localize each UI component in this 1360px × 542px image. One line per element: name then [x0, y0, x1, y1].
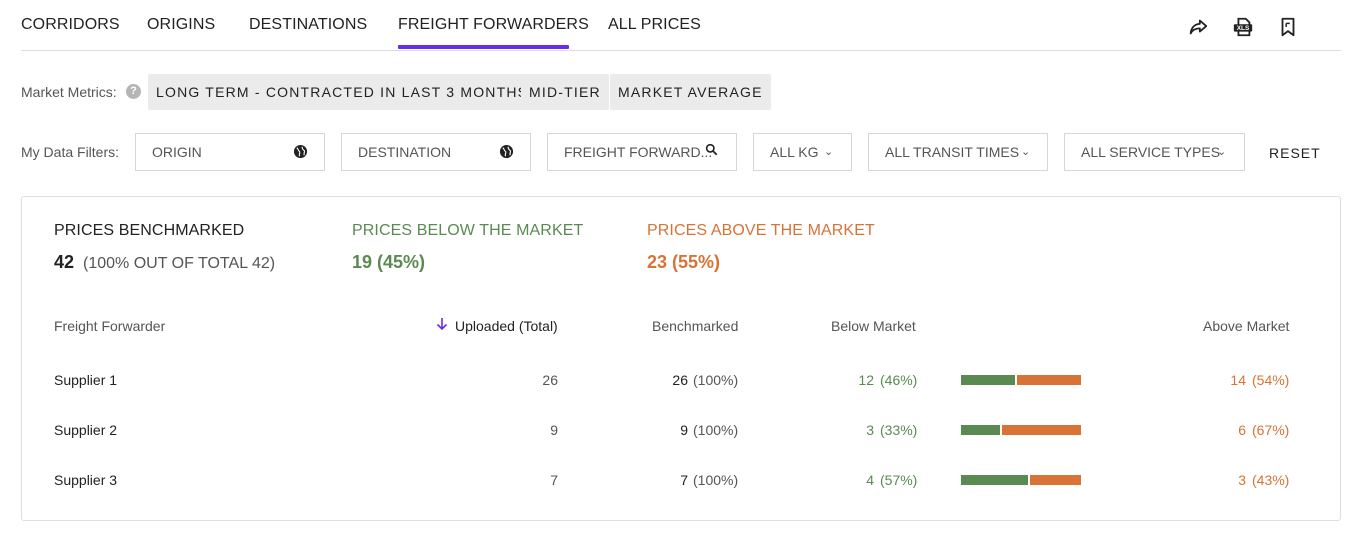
- help-icon[interactable]: ?: [126, 84, 141, 99]
- above-market-count: 3: [1238, 472, 1246, 488]
- globe-icon: [499, 144, 514, 159]
- freight-forwarder-filter[interactable]: FREIGHT FORWARD...: [547, 133, 737, 171]
- transit-time-filter-label: ALL TRANSIT TIMES: [885, 144, 1020, 160]
- forwarder-name: Supplier 1: [54, 372, 118, 388]
- benchmarked-percent: (100%): [693, 422, 739, 438]
- above-market-percent: (67%): [1252, 422, 1290, 438]
- below-market-percent: (57%): [880, 472, 918, 488]
- above-market-bar: [1030, 475, 1081, 485]
- column-header-below-market[interactable]: Below Market: [831, 318, 916, 334]
- globe-icon: [293, 144, 308, 159]
- below-market-bar: [961, 475, 1028, 485]
- bookmark-icon[interactable]: [1277, 16, 1299, 38]
- chevron-down-icon: ⌄: [1217, 146, 1227, 158]
- prices-below-title: PRICES BELOW THE MARKET: [352, 222, 584, 239]
- benchmark-panel: PRICES BENCHMARKED 42 (100% OUT OF TOTAL…: [21, 196, 1341, 521]
- reset-button[interactable]: RESET: [1269, 145, 1321, 161]
- below-market-percent: (33%): [880, 422, 918, 438]
- market-split-bar: [961, 425, 1081, 435]
- origin-filter[interactable]: ORIGIN: [135, 133, 325, 171]
- top-tab-bar: CORRIDORS ORIGINS DESTINATIONS FREIGHT F…: [21, 0, 1341, 51]
- prices-benchmarked-sub: (100% OUT OF TOTAL 42): [83, 255, 276, 272]
- prices-benchmarked-title: PRICES BENCHMARKED: [54, 222, 245, 239]
- destination-filter[interactable]: DESTINATION: [341, 133, 531, 171]
- active-tab-indicator: [398, 45, 569, 49]
- column-header-benchmarked[interactable]: Benchmarked: [652, 318, 739, 334]
- weight-filter[interactable]: ALL KG ⌄: [753, 133, 852, 171]
- service-type-filter-label: ALL SERVICE TYPES: [1081, 144, 1221, 160]
- prices-above-title: PRICES ABOVE THE MARKET: [647, 222, 875, 239]
- column-header-uploaded[interactable]: Uploaded (Total): [455, 318, 558, 334]
- destination-filter-label: DESTINATION: [358, 144, 452, 160]
- above-market-bar: [1002, 425, 1081, 435]
- forwarder-name: Supplier 3: [54, 472, 118, 488]
- data-filters-label: My Data Filters:: [21, 144, 120, 160]
- share-icon[interactable]: [1187, 16, 1209, 38]
- above-market-count: 6: [1238, 422, 1246, 438]
- freight-forwarder-filter-label: FREIGHT FORWARD...: [564, 144, 713, 160]
- table-row[interactable]: Supplier 1 26 26 (100%) 12 (46%) 14 (54%…: [22, 370, 1340, 410]
- below-market-count: 3: [866, 422, 874, 438]
- benchmarked-count: 7: [680, 472, 688, 488]
- service-type-filter[interactable]: ALL SERVICE TYPES ⌄: [1064, 133, 1245, 171]
- column-header-above-market[interactable]: Above Market: [1203, 318, 1290, 334]
- above-market-percent: (54%): [1252, 372, 1290, 388]
- tab-all-prices[interactable]: ALL PRICES: [608, 16, 701, 33]
- prices-below-value: 19 (45%): [352, 252, 426, 272]
- chevron-down-icon: ⌄: [1021, 146, 1031, 158]
- uploaded-count: 7: [550, 472, 558, 488]
- origin-filter-label: ORIGIN: [152, 144, 202, 160]
- above-market-count: 14: [1230, 372, 1246, 388]
- above-market-percent: (43%): [1252, 472, 1290, 488]
- transit-time-filter[interactable]: ALL TRANSIT TIMES ⌄: [868, 133, 1048, 171]
- metric-chip-average[interactable]: MARKET AVERAGE: [610, 74, 771, 110]
- tab-freight-forwarders[interactable]: FREIGHT FORWARDERS: [398, 16, 589, 33]
- market-split-bar: [961, 375, 1081, 385]
- prices-benchmarked-value: 42: [54, 252, 75, 272]
- search-icon: [705, 143, 718, 156]
- benchmarked-count: 26: [672, 372, 688, 388]
- column-header-forwarder[interactable]: Freight Forwarder: [54, 318, 166, 334]
- market-split-bar: [961, 475, 1081, 485]
- tab-corridors[interactable]: CORRIDORS: [21, 16, 120, 33]
- sort-arrow-down-icon[interactable]: [436, 317, 448, 331]
- benchmarked-count: 9: [680, 422, 688, 438]
- xls-badge: XLS: [1237, 25, 1250, 32]
- table-row[interactable]: Supplier 2 9 9 (100%) 3 (33%) 6 (67%): [22, 420, 1340, 460]
- below-market-count: 12: [858, 372, 874, 388]
- tab-destinations[interactable]: DESTINATIONS: [249, 16, 368, 33]
- table-row[interactable]: Supplier 3 7 7 (100%) 4 (57%) 3 (43%): [22, 470, 1340, 510]
- below-market-bar: [961, 375, 1015, 385]
- prices-above-value: 23 (55%): [647, 252, 721, 272]
- chevron-down-icon: ⌄: [824, 146, 834, 158]
- below-market-count: 4: [866, 472, 874, 488]
- below-market-bar: [961, 425, 1000, 435]
- uploaded-count: 9: [550, 422, 558, 438]
- xls-export-icon[interactable]: XLS: [1232, 16, 1254, 38]
- benchmarked-percent: (100%): [693, 372, 739, 388]
- above-market-bar: [1017, 375, 1081, 385]
- forwarder-name: Supplier 2: [54, 422, 118, 438]
- uploaded-count: 26: [542, 372, 558, 388]
- below-market-percent: (46%): [880, 372, 918, 388]
- market-metrics-label: Market Metrics:: [21, 84, 117, 100]
- tab-origins[interactable]: ORIGINS: [147, 16, 216, 33]
- metric-chip-tier[interactable]: MID-TIER: [521, 74, 609, 110]
- metric-chip-term[interactable]: LONG TERM - CONTRACTED IN LAST 3 MONTHS: [148, 74, 537, 110]
- benchmarked-percent: (100%): [693, 472, 739, 488]
- weight-filter-label: ALL KG: [770, 144, 819, 160]
